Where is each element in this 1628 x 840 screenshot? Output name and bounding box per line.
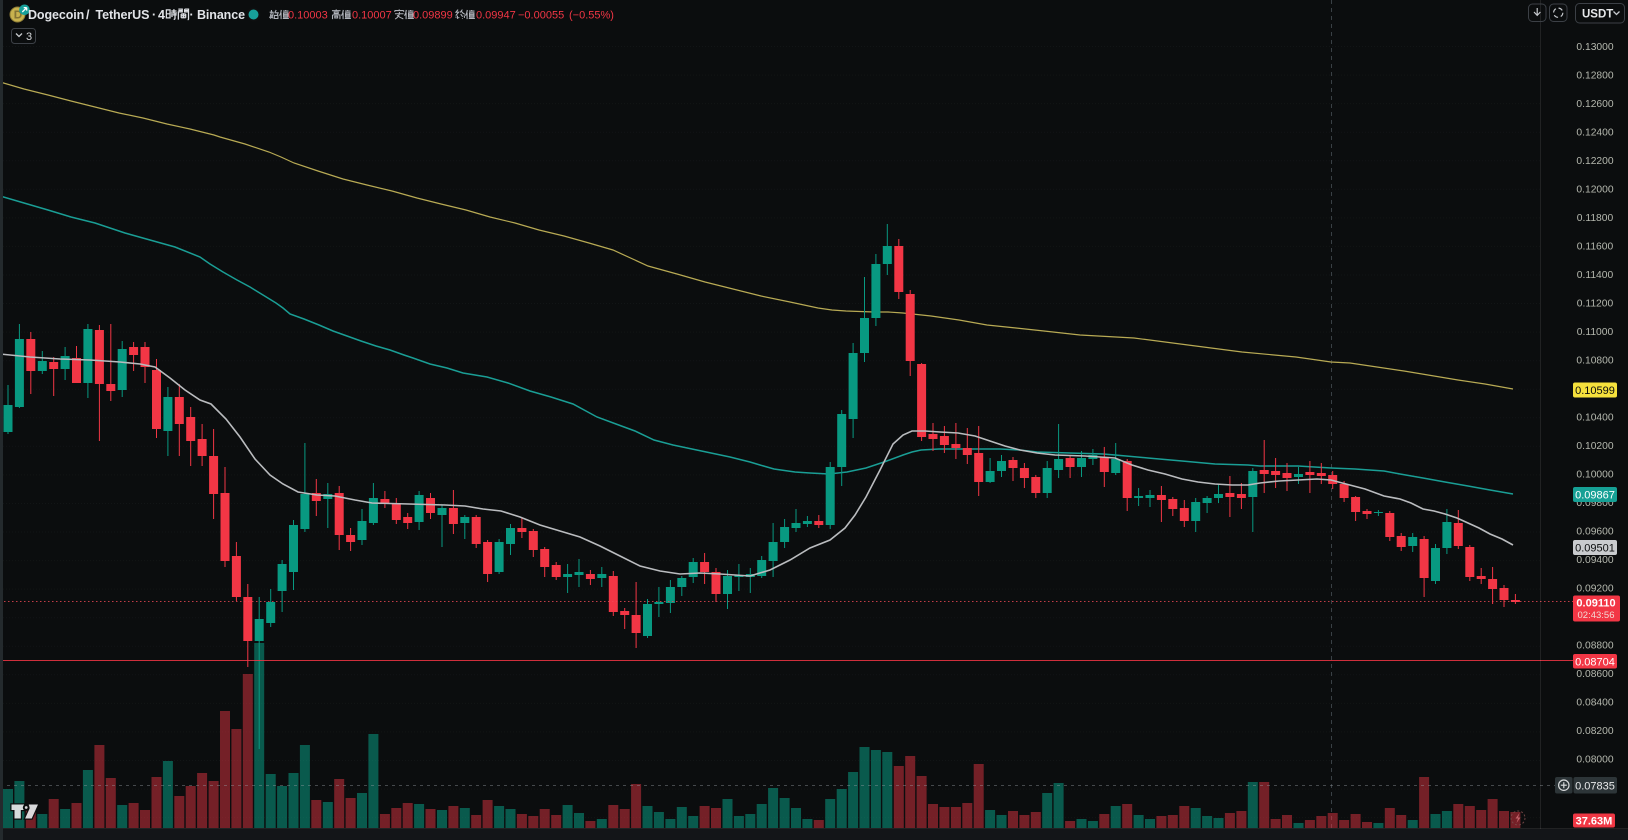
svg-text:0.13000: 0.13000: [1576, 42, 1613, 53]
svg-text:0.12000: 0.12000: [1576, 184, 1613, 195]
svg-text:0.11200: 0.11200: [1577, 298, 1614, 309]
svg-text:Binance: Binance: [197, 8, 245, 22]
svg-text:TetherUS: TetherUS: [96, 8, 150, 22]
svg-text:0.10000: 0.10000: [1576, 469, 1613, 480]
svg-text:3: 3: [26, 31, 32, 43]
svg-text:0.09110: 0.09110: [1576, 598, 1615, 610]
svg-text:Dogecoin: Dogecoin: [28, 8, 84, 22]
svg-text:0.08000: 0.08000: [1576, 754, 1613, 765]
svg-text:0.09600: 0.09600: [1576, 526, 1613, 537]
svg-text:0.09867: 0.09867: [1575, 490, 1615, 502]
svg-text:0.10800: 0.10800: [1576, 355, 1613, 366]
svg-text:0.12200: 0.12200: [1576, 156, 1613, 167]
svg-text:0.10003: 0.10003: [288, 9, 328, 21]
svg-text:0.09200: 0.09200: [1576, 583, 1613, 594]
svg-text:/: /: [86, 8, 90, 22]
svg-text:0.10200: 0.10200: [1576, 441, 1613, 452]
svg-text:02:43:56: 02:43:56: [1578, 610, 1615, 621]
svg-text:0.12400: 0.12400: [1576, 127, 1613, 138]
svg-text:0.11600: 0.11600: [1577, 241, 1614, 252]
svg-text:0.08400: 0.08400: [1576, 697, 1613, 708]
svg-text:0.08704: 0.08704: [1575, 656, 1615, 668]
svg-text:0.09800: 0.09800: [1576, 498, 1613, 509]
svg-text:0.08200: 0.08200: [1576, 726, 1613, 737]
svg-text:0.08600: 0.08600: [1576, 669, 1613, 680]
svg-text:0.09899: 0.09899: [413, 9, 453, 21]
svg-text:0.11000: 0.11000: [1577, 327, 1614, 338]
svg-text:0.09947: 0.09947: [476, 9, 516, 21]
svg-text:0.10400: 0.10400: [1576, 412, 1613, 423]
svg-text:0.09501: 0.09501: [1575, 543, 1615, 555]
svg-text:0.11800: 0.11800: [1577, 213, 1614, 224]
svg-text:(−0.55%): (−0.55%): [569, 9, 614, 21]
svg-text:4: 4: [158, 8, 165, 22]
svg-text:USDT: USDT: [1582, 9, 1613, 21]
svg-text:·: ·: [152, 8, 156, 22]
svg-text:0.09400: 0.09400: [1576, 555, 1613, 566]
svg-text:37.63M: 37.63M: [1576, 816, 1613, 828]
svg-text:0.10599: 0.10599: [1575, 385, 1615, 397]
svg-text:0.11400: 0.11400: [1577, 270, 1614, 281]
svg-text:·: ·: [190, 8, 194, 22]
svg-text:0.10007: 0.10007: [352, 9, 392, 21]
svg-text:−0.00055: −0.00055: [518, 9, 564, 21]
svg-text:0.12800: 0.12800: [1576, 70, 1613, 81]
svg-text:0.12600: 0.12600: [1576, 99, 1613, 110]
svg-text:0.07835: 0.07835: [1575, 780, 1615, 792]
svg-text:0.08800: 0.08800: [1576, 640, 1613, 651]
